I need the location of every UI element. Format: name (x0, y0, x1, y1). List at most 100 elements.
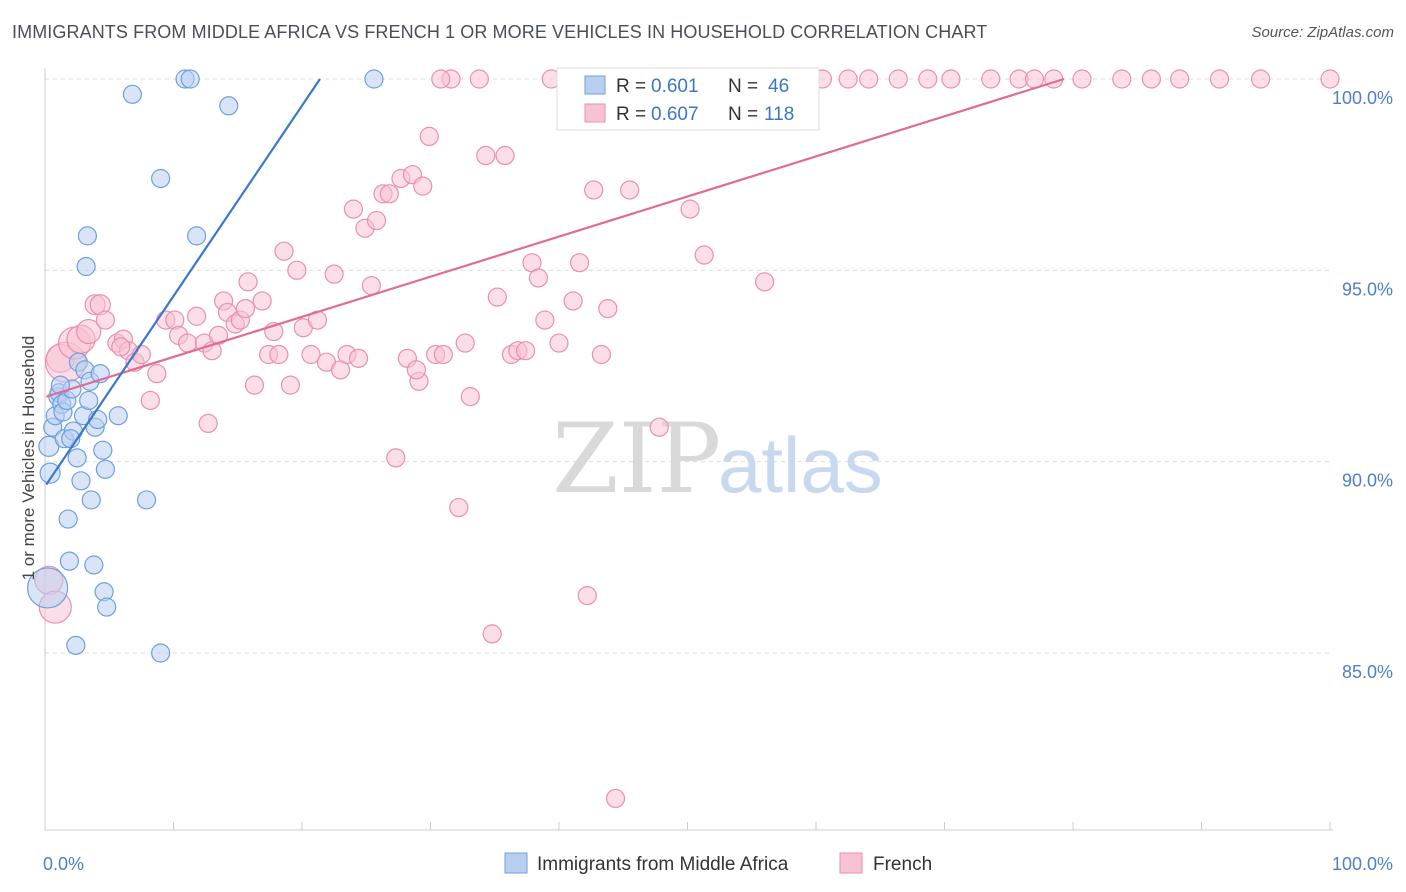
middle-africa-point-37 (151, 168, 171, 189)
legend-swatch-pink (584, 103, 606, 123)
french-point-85 (598, 299, 618, 319)
french-point-95 (754, 272, 775, 292)
french-point-90 (649, 417, 669, 437)
middle-africa-point-22 (77, 226, 98, 246)
middle-africa-point-42 (219, 96, 239, 116)
french-point-21 (187, 306, 207, 326)
french-point-110 (1170, 69, 1190, 89)
french-point-66 (469, 69, 489, 89)
legend-bottom-label-blue: Immigrants from Middle Africa (537, 854, 789, 875)
french-point-80 (563, 291, 583, 311)
french-point-36 (274, 241, 294, 261)
french-point-35 (269, 344, 289, 365)
french-point-83 (584, 180, 604, 200)
french-point-49 (361, 276, 381, 296)
middle-africa-point-12 (59, 551, 80, 571)
middle-africa-point-44 (50, 375, 71, 395)
french-point-30 (238, 272, 258, 292)
french-point-65 (460, 387, 480, 407)
legend-r-value-2: 0.607 (651, 104, 699, 125)
middle-africa-point-0 (26, 567, 69, 609)
legend-bottom-swatch-pink (839, 852, 863, 874)
middle-africa-point-16 (67, 448, 87, 468)
french-point-52 (379, 184, 399, 204)
french-point-84 (591, 344, 612, 365)
french-point-92 (694, 245, 714, 265)
french-point-76 (535, 310, 555, 330)
french-point-75 (528, 268, 549, 288)
legend-n-label-1: N = (728, 76, 758, 97)
legend-r-label-2: R = (616, 104, 646, 125)
french-point-16 (147, 364, 167, 384)
middle-africa-point-23 (79, 390, 99, 411)
french-point-46 (343, 199, 363, 219)
trend-lines (45, 77, 1065, 486)
legend-swatch-blue (584, 75, 606, 95)
middle-africa-point-21 (76, 256, 96, 277)
french-point-98 (838, 69, 858, 89)
french-point-20 (178, 333, 198, 353)
legend-bottom-swatch-blue (504, 852, 528, 874)
french-point-107 (1072, 69, 1092, 89)
french-point-115 (235, 299, 256, 319)
french-point-91 (680, 199, 700, 219)
x-tick-labels: 0.0% 100.0% (43, 854, 1393, 874)
middle-africa-point-41 (187, 226, 207, 246)
french-point-113 (1320, 69, 1340, 89)
middle-africa-point-25 (81, 490, 101, 510)
legend-r-label-1: R = (616, 76, 646, 97)
french-point-9 (95, 310, 115, 330)
french-point-100 (888, 69, 908, 89)
french-point-50 (366, 210, 387, 231)
french-point-88 (620, 180, 640, 200)
middle-africa-point-11 (58, 509, 78, 529)
grid-lines (45, 78, 1330, 654)
french-point-37 (280, 375, 301, 395)
french-point-53 (386, 448, 406, 468)
french-point-109 (1141, 69, 1161, 89)
french-point-59 (419, 126, 439, 146)
french-point-99 (859, 69, 879, 89)
y-tick-label-3: 100.0% (1332, 88, 1393, 108)
middle-africa-point-18 (71, 471, 91, 491)
french-point-82 (577, 585, 597, 606)
french-point-32 (252, 291, 272, 311)
y-tick-label-1: 90.0% (1342, 471, 1393, 491)
middle-africa-point-33 (97, 597, 117, 617)
french-point-111 (1209, 69, 1230, 89)
french-point-23 (198, 413, 218, 433)
middle-africa-point-2 (39, 462, 61, 484)
y-tick-label-2: 95.0% (1342, 279, 1393, 299)
watermark-atlas: atlas (718, 421, 883, 509)
middle-africa-point-40 (180, 69, 200, 89)
middle-africa-point-38 (151, 643, 171, 663)
chart-title: IMMIGRANTS FROM MIDDLE AFRICA VS FRENCH … (12, 22, 988, 42)
watermark-zip: ZIP (552, 403, 721, 515)
french-point-67 (476, 145, 496, 166)
legend-bottom: Immigrants from Middle Africa French (504, 852, 932, 875)
x-tick-label-1: 100.0% (1332, 854, 1393, 874)
french-point-116 (111, 337, 131, 357)
french-point-86 (605, 788, 626, 809)
french-point-117 (431, 69, 451, 89)
middle-africa-trend-line (45, 78, 321, 486)
middle-africa-point-26 (84, 555, 104, 575)
french-point-61 (433, 344, 453, 365)
middle-africa-point-34 (108, 406, 128, 426)
french-point-58 (413, 176, 433, 196)
french-point-47 (348, 348, 369, 368)
middle-africa-point-36 (136, 490, 157, 510)
french-point-68 (482, 624, 502, 644)
french-point-101 (918, 69, 938, 89)
middle-africa-point-15 (66, 635, 86, 655)
middle-africa-point-32 (95, 459, 115, 479)
french-point-43 (324, 264, 344, 284)
legend-n-value-2: 118 (764, 104, 794, 125)
french-point-108 (1112, 69, 1132, 89)
middle-africa-point-30 (93, 440, 113, 460)
y-tick-labels: 85.0% 90.0% 95.0% 100.0% (1332, 88, 1393, 682)
french-point-73 (515, 341, 536, 361)
middle-africa-point-43 (364, 69, 384, 89)
french-point-15 (140, 390, 160, 411)
french-point-64 (455, 333, 475, 353)
